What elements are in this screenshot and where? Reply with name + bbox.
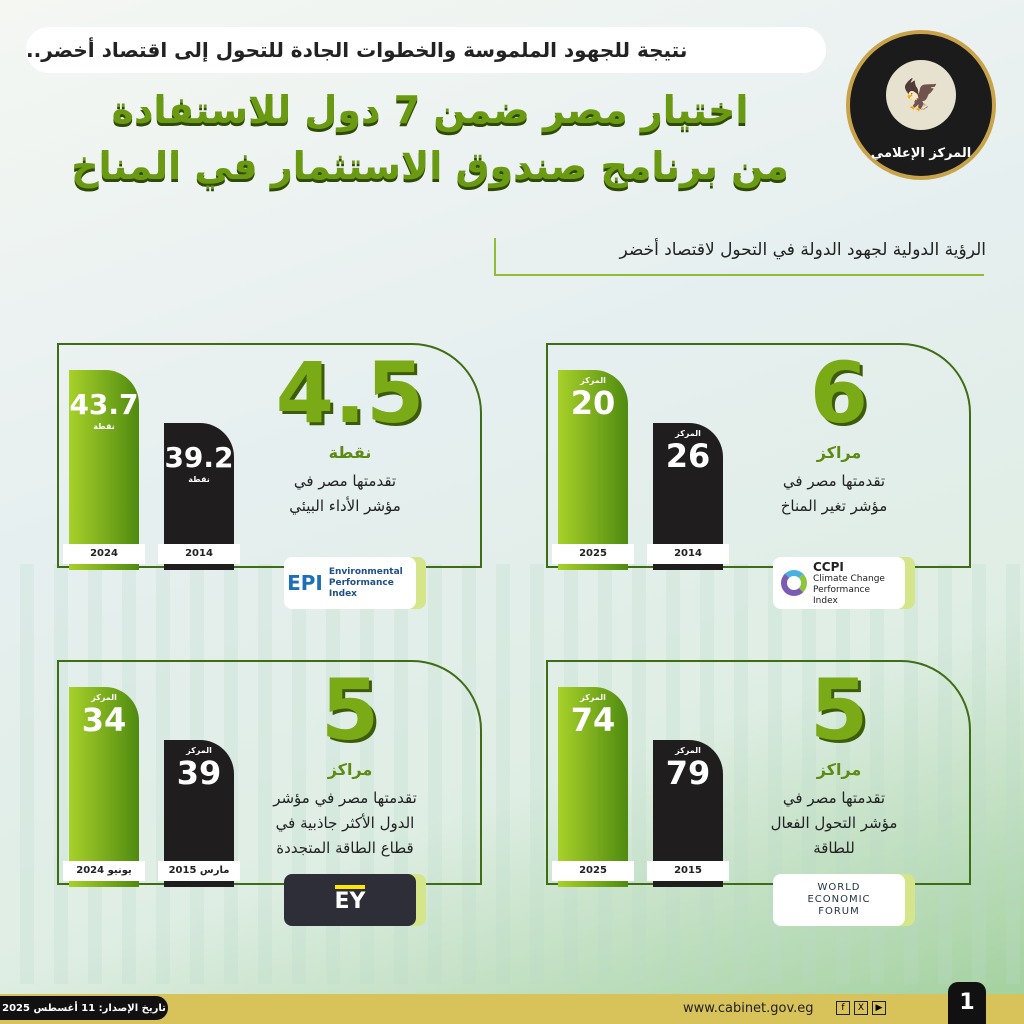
- logo-sub: Climate Change Performance Index: [813, 573, 885, 606]
- desc-line: تقدمتها مصر في: [293, 472, 397, 490]
- card-wef: المركز 74 2025 المركز 79 2015 5 مراكز تقدمته…: [546, 660, 971, 926]
- release-date: تاريخ الإصدار: 11 أغسطس 2025: [0, 996, 168, 1020]
- website-link[interactable]: www.cabinet.gov.eg: [683, 1001, 814, 1016]
- bar-value: 43.7: [69, 388, 139, 421]
- logo-sub: Environmental Performance Index: [328, 566, 403, 599]
- improvement-value: 5: [809, 661, 869, 759]
- improvement-unit: مراكز: [816, 443, 862, 462]
- bar-label: نقطة: [93, 422, 115, 431]
- desc-line: مؤشر الأداء البيئي: [289, 497, 401, 515]
- logo-name: EY: [334, 885, 366, 915]
- bar-year: 2024: [63, 544, 145, 564]
- bar-year: يونيو 2024: [63, 861, 145, 881]
- bar-previous: المركز 26 2014: [647, 423, 729, 570]
- improvement-value: 4.5: [275, 344, 425, 442]
- improvement-unit: نقطة: [328, 443, 372, 462]
- bar-year: 2025: [552, 544, 634, 564]
- eagle-icon: 🦅: [886, 60, 956, 130]
- improvement-unit: مراكز: [816, 760, 862, 779]
- youtube-icon[interactable]: ▶: [872, 1001, 886, 1015]
- bar-value: 26: [665, 437, 711, 475]
- improvement-unit: مراكز: [327, 760, 373, 779]
- bar-label: المركز: [91, 693, 117, 702]
- desc-line: قطاع الطاقة المتجددة: [276, 839, 414, 857]
- bar-value: 39.2: [164, 441, 234, 474]
- media-center-seal: 🦅 المركز الإعلامي: [846, 30, 996, 180]
- facebook-icon[interactable]: f: [836, 1001, 850, 1015]
- bar-year: 2025: [552, 861, 634, 881]
- subheading: الرؤية الدولية لجهود الدولة في التحول لا…: [619, 240, 986, 260]
- top-banner: نتيجة للجهود الملموسة والخطوات الجادة لل…: [26, 27, 826, 73]
- improvement-value: 6: [809, 344, 869, 442]
- ccpi-ring-icon: [781, 570, 807, 596]
- desc-line: تقدمتها مصر في: [782, 789, 886, 807]
- page-number: 1: [948, 982, 986, 1024]
- bar-year: 2015: [647, 861, 729, 881]
- footer: [0, 994, 1024, 1024]
- divider: [494, 238, 496, 274]
- bar-current: المركز 20 2025: [552, 370, 634, 570]
- description: تقدمتها مصر في مؤشر الدول الأكثر جاذبية ف…: [240, 786, 450, 861]
- bar-label: المركز: [186, 746, 212, 755]
- banner-text: نتيجة للجهود الملموسة والخطوات الجادة لل…: [26, 38, 688, 62]
- description: تقدمتها مصر في مؤشر التحول الفعال للطاقة: [729, 786, 939, 861]
- epi-logo: EPI Environmental Performance Index: [284, 557, 416, 609]
- bar-year: 2014: [647, 544, 729, 564]
- bar-current: المركز 74 2025: [552, 687, 634, 887]
- page-title-line2: من برنامج صندوق الاستثمار في المناخ: [71, 144, 789, 188]
- bar-value: 74: [570, 701, 616, 739]
- description: تقدمتها مصر في مؤشر الأداء البيئي: [240, 469, 450, 519]
- x-icon[interactable]: X: [854, 1001, 868, 1015]
- desc-line: مؤشر التحول الفعال: [770, 814, 898, 832]
- card-ey: المركز 34 يونيو 2024 المركز 39 مارس 2015 5 م…: [57, 660, 482, 926]
- bar-current: المركز 34 يونيو 2024: [63, 687, 145, 887]
- page-title-line1: اختيار مصر ضمن 7 دول للاستفادة: [111, 88, 749, 132]
- desc-line: للطاقة: [813, 839, 855, 857]
- logo-name: EPI: [287, 570, 323, 595]
- wef-logo: WORLD ECONOMIC FORUM: [773, 874, 905, 926]
- bar-value: 79: [665, 754, 711, 792]
- desc-line: مؤشر تغير المناخ: [780, 497, 888, 515]
- card-epi: 43.7 نقطة 2024 39.2 نقطة 2014 4.5 نقطة تقدمت…: [57, 343, 482, 609]
- ccpi-logo: CCPI Climate Change Performance Index: [773, 557, 905, 609]
- bar-current: 43.7 نقطة 2024: [63, 370, 145, 570]
- ey-logo: EY: [284, 874, 416, 926]
- bar-label: نقطة: [188, 475, 210, 484]
- logo-name: CCPI: [813, 559, 844, 574]
- bar-previous: 39.2 نقطة 2014: [158, 423, 240, 570]
- bar-value: 39: [176, 754, 222, 792]
- bar-label: المركز: [580, 693, 606, 702]
- description: تقدمتها مصر في مؤشر تغير المناخ: [729, 469, 939, 519]
- improvement-value: 5: [320, 661, 380, 759]
- bar-previous: المركز 39 مارس 2015: [158, 740, 240, 887]
- desc-line: تقدمتها مصر في: [782, 472, 886, 490]
- seal-text: المركز الإعلامي: [870, 146, 972, 161]
- bar-label: المركز: [675, 429, 701, 438]
- desc-line: الدول الأكثر جاذبية في: [275, 814, 415, 832]
- bar-year: مارس 2015: [158, 861, 240, 881]
- bar-value: 20: [570, 384, 616, 422]
- logo-name: WORLD ECONOMIC FORUM: [807, 882, 871, 917]
- card-ccpi: المركز 20 2025 المركز 26 2014 6 مراكز تقدمته…: [546, 343, 971, 609]
- bar-label: المركز: [580, 376, 606, 385]
- desc-line: تقدمتها مصر في مؤشر: [273, 789, 417, 807]
- bar-label: المركز: [675, 746, 701, 755]
- bar-previous: المركز 79 2015: [647, 740, 729, 887]
- bar-value: 34: [81, 701, 127, 739]
- bar-year: 2014: [158, 544, 240, 564]
- divider: [494, 274, 984, 276]
